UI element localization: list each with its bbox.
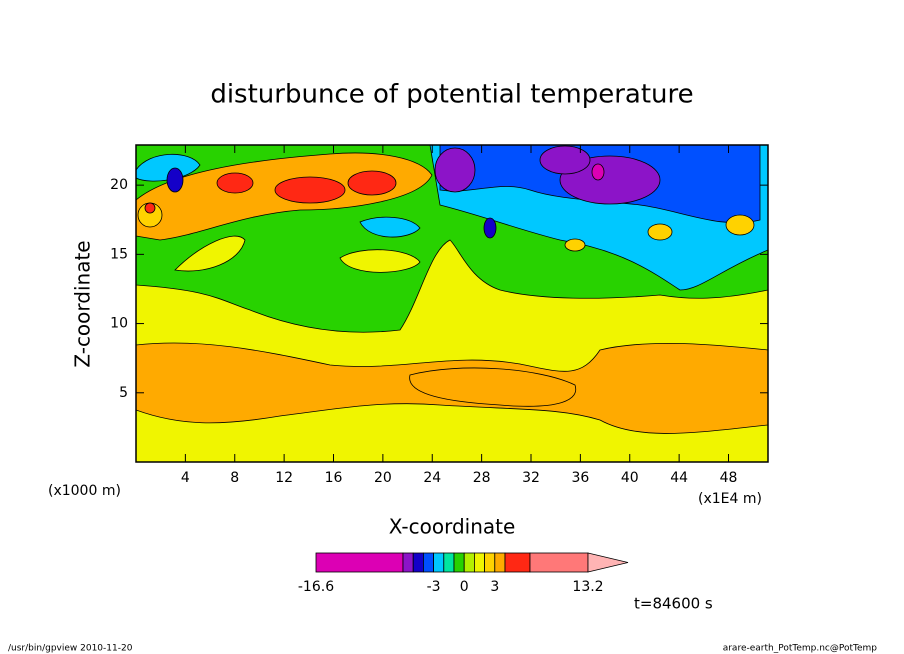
contour-region — [591, 163, 605, 181]
x-tick-label: 48 — [720, 470, 738, 486]
x-tick-label: 28 — [473, 470, 491, 486]
colorbar-segment — [504, 552, 531, 573]
contour-region — [539, 145, 591, 175]
colorbar-segment — [463, 552, 475, 573]
colorbar-tick-label: 13.2 — [572, 579, 603, 595]
contour-region — [144, 202, 156, 214]
contour-region — [564, 238, 586, 252]
contour-region — [647, 223, 673, 241]
contour-region — [347, 170, 397, 196]
contour-region — [166, 167, 184, 193]
colorbar-segment — [433, 552, 445, 573]
contour-region — [274, 176, 346, 204]
x-unit-right: (x1E4 m) — [698, 491, 762, 507]
chart-title: disturbunce of potential temperature — [210, 80, 693, 110]
colorbar-tick-label: 3 — [490, 579, 499, 595]
colorbar-tick-label: -3 — [427, 579, 441, 595]
contour-region — [216, 172, 254, 194]
colorbar-segment — [484, 552, 496, 573]
contour-region — [409, 367, 577, 407]
colorbar-tick-label: -16.6 — [298, 579, 334, 595]
contour-region — [483, 217, 497, 239]
y-tick-label: 10 — [110, 316, 128, 332]
x-tick-label: 16 — [325, 470, 343, 486]
footer-right: arare-earth_PotTemp.nc@PotTemp — [723, 644, 878, 654]
y-tick-label: 20 — [110, 177, 128, 193]
contour-field — [136, 145, 768, 462]
colorbar-segment — [473, 552, 485, 573]
colorbar-segment — [529, 552, 589, 573]
colorbar-segment — [453, 552, 465, 573]
colorbar-segment — [422, 552, 434, 573]
colorbar-tick-label: 0 — [460, 579, 469, 595]
x-axis-label: X-coordinate — [389, 515, 516, 539]
contour-region — [339, 249, 421, 273]
colorbar-segment — [402, 552, 414, 573]
y-tick-label: 15 — [110, 246, 128, 262]
y-tick-label: 5 — [119, 385, 128, 401]
time-label: t=84600 s — [634, 595, 713, 613]
x-tick-label: 8 — [230, 470, 239, 486]
contour-region — [359, 216, 421, 238]
colorbar-extension — [587, 552, 629, 573]
x-tick-label: 32 — [522, 470, 540, 486]
x-tick-label: 36 — [571, 470, 589, 486]
footer-left: /usr/bin/gpview 2010-11-20 — [8, 644, 133, 654]
x-unit-left: (x1000 m) — [48, 483, 121, 499]
x-tick-label: 24 — [423, 470, 441, 486]
colorbar-segment — [412, 552, 424, 573]
colorbar-segment — [494, 552, 506, 573]
contour-region — [136, 153, 201, 182]
x-tick-label: 4 — [181, 470, 190, 486]
contour-region — [174, 235, 246, 272]
plot-frame — [135, 144, 769, 463]
contour-region — [725, 214, 755, 236]
contour-region — [434, 147, 476, 193]
x-tick-label: 44 — [670, 470, 688, 486]
colorbar-segment — [443, 552, 455, 573]
colorbar-segment — [315, 552, 404, 573]
x-tick-label: 20 — [374, 470, 392, 486]
y-axis-label: Z-coordinate — [71, 240, 95, 367]
x-tick-label: 40 — [621, 470, 639, 486]
x-tick-label: 12 — [275, 470, 293, 486]
